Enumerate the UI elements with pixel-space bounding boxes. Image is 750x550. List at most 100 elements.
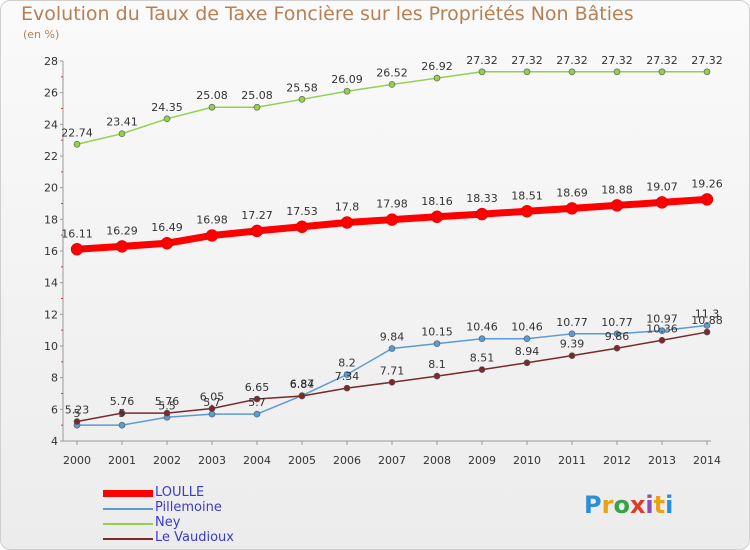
- y-tick-label: 12: [44, 308, 58, 321]
- x-tick-label: 2008: [423, 454, 451, 467]
- data-point: [568, 352, 576, 359]
- data-point: [205, 229, 219, 242]
- data-point: [163, 115, 171, 123]
- data-point: [70, 243, 84, 256]
- data-point: [613, 344, 621, 352]
- data-point: [388, 345, 396, 352]
- data-point: [208, 405, 216, 412]
- y-tick-label: 18: [44, 213, 58, 226]
- data-label: 27.32: [556, 54, 588, 67]
- y-tick-label: 10: [44, 340, 58, 353]
- data-label: 16.98: [196, 213, 228, 226]
- data-point: [523, 335, 531, 343]
- x-tick-label: 2002: [153, 454, 181, 467]
- data-point: [298, 96, 306, 103]
- y-axis-unit-label: (en %): [23, 28, 60, 41]
- data-label: 10.15: [421, 326, 453, 339]
- data-point: [163, 409, 171, 417]
- data-point: [73, 140, 81, 148]
- data-label: 5: [119, 407, 126, 420]
- data-point: [610, 199, 624, 212]
- legend-swatch: [103, 490, 153, 497]
- brand-letter: x: [629, 491, 646, 519]
- data-label: 6.84: [290, 378, 315, 391]
- brand-letter: P: [584, 491, 602, 519]
- x-tick-label: 2011: [558, 454, 586, 467]
- data-label: 10.88: [691, 314, 723, 327]
- data-point: [253, 103, 261, 111]
- data-label: 16.11: [61, 227, 93, 240]
- y-tick-label: 28: [44, 55, 58, 68]
- data-label: 5.76: [110, 395, 135, 408]
- data-label: 8.51: [470, 352, 495, 365]
- legend-label: Ney: [155, 515, 181, 530]
- data-label: 6.05: [200, 391, 225, 404]
- data-label: 10.77: [601, 316, 633, 329]
- x-tick-label: 2007: [378, 454, 406, 467]
- y-tick-label: 24: [44, 118, 58, 131]
- data-point: [478, 366, 486, 373]
- data-point: [703, 322, 711, 329]
- data-label: 5.76: [155, 395, 180, 408]
- y-tick-label: 14: [44, 277, 58, 290]
- data-point: [160, 236, 174, 250]
- data-label: 5.7: [248, 396, 266, 409]
- data-label: 5.23: [65, 404, 90, 417]
- legend-swatch: [103, 508, 153, 510]
- y-tick-label: 26: [44, 87, 58, 100]
- legend-label: LOULLE: [155, 485, 205, 500]
- data-point: [208, 410, 216, 418]
- data-point: [115, 240, 129, 253]
- data-point: [613, 330, 621, 338]
- x-tick-label: 2004: [243, 454, 271, 467]
- data-label: 27.32: [466, 54, 498, 67]
- data-point: [523, 359, 531, 367]
- data-label: 27.32: [601, 54, 633, 67]
- data-point: [478, 335, 486, 343]
- data-label: 19.07: [646, 180, 678, 193]
- data-label: 27.32: [691, 54, 723, 67]
- data-label: 7.71: [380, 364, 405, 377]
- brand-letter: t: [653, 491, 666, 519]
- y-tick-label: 20: [44, 182, 58, 195]
- data-label: 26.52: [376, 66, 408, 79]
- data-point: [658, 327, 666, 334]
- data-point: [568, 330, 576, 338]
- legend-swatch: [103, 538, 153, 540]
- data-point: [118, 130, 126, 137]
- data-label: 10.46: [466, 321, 498, 334]
- data-point: [700, 193, 714, 206]
- data-label: 8.94: [515, 345, 540, 358]
- data-label: 17.27: [241, 209, 273, 222]
- data-point: [655, 196, 669, 209]
- data-point: [433, 74, 441, 82]
- brand-letter: i: [645, 491, 654, 519]
- data-label: 6.65: [245, 381, 270, 394]
- data-label: 7.34: [335, 370, 360, 383]
- data-point: [523, 68, 531, 76]
- data-label: 11.3: [695, 307, 720, 320]
- data-point: [658, 336, 666, 344]
- data-label: 26.09: [331, 73, 363, 86]
- data-point: [340, 216, 354, 229]
- data-point: [565, 202, 579, 215]
- data-label: 9.84: [380, 331, 405, 344]
- data-label: 18.16: [421, 195, 453, 208]
- data-point: [478, 68, 486, 76]
- data-point: [388, 378, 396, 386]
- data-label: 18.88: [601, 183, 633, 196]
- legend-swatch: [103, 523, 153, 525]
- data-label: 22.74: [61, 126, 93, 139]
- legend-label: Le Vaudioux: [155, 530, 234, 545]
- x-tick-label: 2009: [468, 454, 496, 467]
- brand-letter: r: [601, 491, 614, 519]
- y-tick-label: 8: [51, 372, 58, 385]
- data-label: 9.86: [605, 330, 630, 343]
- data-point: [73, 418, 81, 425]
- x-tick-label: 2001: [108, 454, 136, 467]
- x-tick-label: 2012: [603, 454, 631, 467]
- legend-label: Pillemoine: [155, 500, 222, 515]
- x-tick-label: 2014: [693, 454, 721, 467]
- data-label: 25.08: [196, 89, 228, 102]
